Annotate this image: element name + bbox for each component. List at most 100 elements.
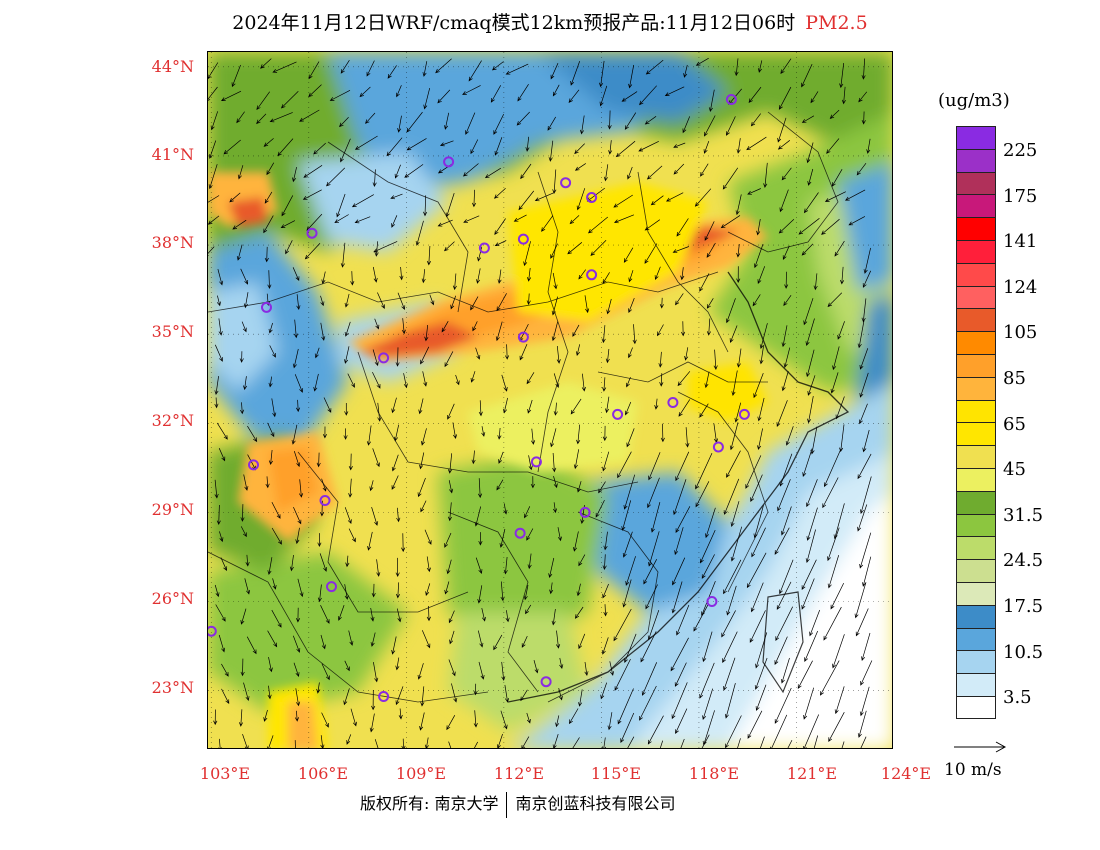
wind-vector: [271, 501, 281, 519]
legend-label: 65: [1003, 414, 1026, 435]
wind-vector: [859, 476, 872, 514]
wind-vector: [617, 688, 634, 725]
wind-vector: [367, 531, 373, 551]
wind-vector: [650, 502, 661, 533]
wind-vector: [406, 138, 427, 151]
wind-vector: [832, 346, 840, 371]
wind-vector: [699, 403, 709, 418]
wind-vector: [626, 428, 635, 448]
wind-vector: [531, 428, 536, 445]
wind-vector: [805, 318, 815, 346]
wind-vector: [625, 376, 631, 388]
lon-label-109e: 109°E: [395, 764, 447, 783]
wind-vector: [216, 295, 221, 307]
wind-vector: [370, 607, 375, 622]
wind-vector: [477, 478, 483, 499]
wind-vector: [859, 372, 869, 398]
station-marker-icon: [667, 397, 679, 408]
wind-vector: [559, 657, 564, 669]
wind-vector: [861, 632, 871, 661]
wind-vector: [321, 478, 327, 492]
wind-vector: [702, 631, 713, 663]
wind-vector: [550, 62, 559, 80]
wind-vector: [683, 64, 688, 78]
wind-vector: [584, 661, 589, 677]
wind-vector: [314, 347, 320, 359]
wind-vector: [496, 733, 503, 748]
wind-vector: [648, 531, 660, 567]
wind-vector: [568, 89, 580, 103]
wind-vector: [344, 660, 350, 672]
legend-color-bar: [956, 126, 996, 719]
wind-vector: [572, 324, 580, 337]
wind-vector: [736, 348, 742, 368]
wind-vector: [463, 215, 480, 223]
wind-vector: [801, 63, 813, 88]
wind-vector: [526, 712, 531, 724]
wind-vector: [218, 448, 226, 462]
wind-vector: [599, 85, 608, 107]
wind-vector: [823, 606, 842, 641]
wind-vector: [502, 397, 508, 414]
wind-vector: [214, 376, 219, 396]
wind-vector: [803, 298, 814, 326]
wind-vector: [826, 138, 840, 154]
wind-vector: [837, 321, 845, 340]
wind-vector: [475, 347, 481, 360]
wind-vector: [578, 554, 586, 567]
wind-vector: [281, 195, 294, 217]
wind-vector: [351, 194, 374, 208]
wind-vector: [695, 57, 709, 66]
wind-vector: [708, 89, 715, 112]
wind-vector: [623, 247, 634, 263]
wind-vector: [722, 631, 738, 664]
wind-vector: [396, 608, 402, 623]
wind-vector: [675, 451, 690, 482]
wind-vector: [245, 554, 250, 567]
wind-vector: [706, 242, 716, 258]
wind-vector: [602, 425, 607, 442]
wind-vector: [268, 322, 273, 334]
station-marker-icon: [319, 495, 331, 506]
wind-vector: [267, 557, 273, 576]
wind-vector: [299, 479, 304, 498]
wind-vector: [426, 245, 432, 266]
wind-vector: [777, 117, 787, 143]
legend-unit: (ug/m3): [938, 90, 1010, 111]
wind-vector: [208, 246, 215, 256]
wind-vector: [293, 319, 299, 339]
wind-vector: [317, 533, 322, 548]
wind-vector: [725, 715, 742, 748]
wind-vector: [617, 451, 632, 479]
wind-vector: [521, 736, 530, 748]
wind-vector: [801, 115, 815, 123]
wind-vector: [755, 684, 767, 711]
wind-vector: [285, 240, 293, 255]
station-marker-icon: [517, 331, 529, 343]
wind-vector: [526, 372, 535, 385]
wind-vector: [292, 348, 299, 369]
wind-vector: [419, 452, 425, 470]
wind-vector: [556, 630, 561, 649]
lat-label-29n: 29°N: [151, 500, 194, 519]
wind-vector: [751, 527, 766, 558]
wind-vector: [746, 136, 767, 151]
wind-vector: [295, 607, 301, 623]
wind-vector: [570, 60, 581, 86]
wind-vector: [260, 58, 272, 69]
wind-vector: [859, 348, 869, 370]
wind-vector: [272, 578, 277, 590]
wind-vector: [237, 165, 244, 180]
wind-vector: [321, 271, 326, 285]
wind-vector: [394, 164, 401, 179]
wind-vector: [600, 682, 608, 700]
legend-swatch: [956, 262, 996, 286]
wind-vector: [673, 479, 687, 516]
station-marker-icon: [725, 94, 737, 105]
station-marker-icon: [706, 596, 718, 607]
chart-title: 2024年11月12日WRF/cmaq模式12km预报产品:11月12日06时 P…: [0, 8, 1100, 35]
wind-vector: [296, 294, 301, 310]
wind-vector: [218, 318, 223, 336]
wind-vector: [632, 324, 637, 345]
wind-vector: [256, 91, 270, 111]
